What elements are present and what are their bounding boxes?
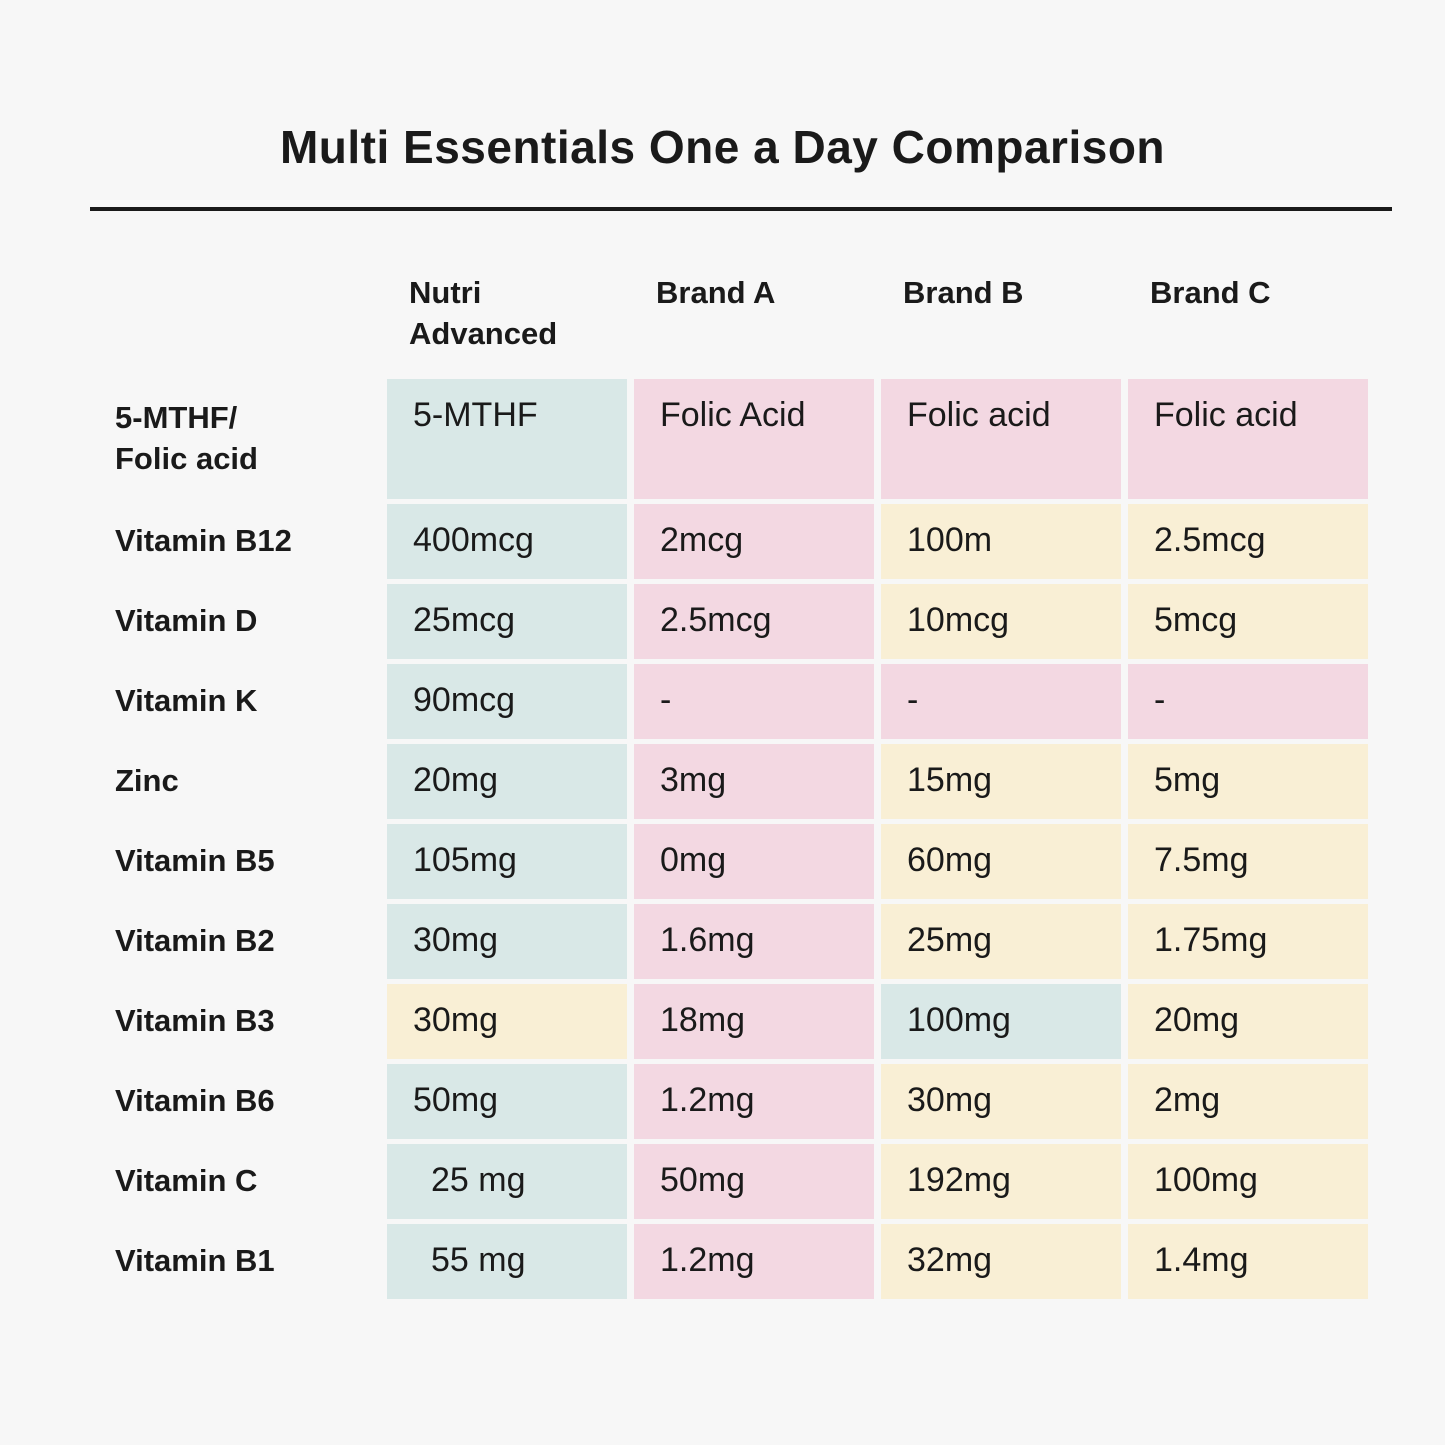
row-label-5-mthf-folic-acid: 5-MTHF/ Folic acid	[115, 400, 258, 476]
table-cell: 100mg	[881, 983, 1121, 1059]
row-label-vitamin-b5: Vitamin B5	[115, 842, 275, 878]
row-label-zinc: Zinc	[115, 762, 179, 798]
row-label-vitamin-b3: Vitamin B3	[115, 1002, 275, 1038]
table-cell: 1.4mg	[1128, 1223, 1368, 1299]
row-label-vitamin-b2: Vitamin B2	[115, 922, 275, 958]
table-corner-spacer	[115, 268, 380, 374]
table-cell: 20mg	[1128, 983, 1368, 1059]
table-cell: 3mg	[634, 743, 874, 819]
table-cell: 1.6mg	[634, 903, 874, 979]
table-cell: -	[634, 663, 874, 739]
comparison-table: Nutri Advanced Brand A Brand B Brand C 5-MTH…	[115, 268, 1368, 1299]
row-label-vitamin-k: Vitamin K	[115, 682, 258, 718]
table-cell: Folic Acid	[634, 378, 874, 499]
table-cell: -	[881, 663, 1121, 739]
table-cell: 2mg	[1128, 1063, 1368, 1139]
table-cell: 1.2mg	[634, 1223, 874, 1299]
row-label-vitamin-b12: Vitamin B12	[115, 522, 292, 558]
table-cell: -	[1128, 663, 1368, 739]
table-cell: 30mg	[387, 983, 627, 1059]
table-cell: 5mg	[1128, 743, 1368, 819]
table-cell: Folic acid	[1128, 378, 1368, 499]
column-header-brand-c: Brand C	[1150, 274, 1271, 310]
table-cell: 25mcg	[387, 583, 627, 659]
table-cell: 25 mg	[387, 1143, 627, 1219]
table-cell: 2mcg	[634, 503, 874, 579]
table-cell: 100mg	[1128, 1143, 1368, 1219]
row-label-vitamin-b1: Vitamin B1	[115, 1242, 275, 1278]
table-cell: 20mg	[387, 743, 627, 819]
table-cell: 1.75mg	[1128, 903, 1368, 979]
table-cell: 50mg	[634, 1143, 874, 1219]
row-label-vitamin-c: Vitamin C	[115, 1162, 258, 1198]
table-cell: 400mcg	[387, 503, 627, 579]
table-cell: 5-MTHF	[387, 378, 627, 499]
table-cell: 25mg	[881, 903, 1121, 979]
table-cell: 50mg	[387, 1063, 627, 1139]
table-cell: 60mg	[881, 823, 1121, 899]
table-cell: 1.2mg	[634, 1063, 874, 1139]
table-cell: 192mg	[881, 1143, 1121, 1219]
column-header-nutri-advanced: Nutri Advanced	[409, 274, 558, 352]
row-label-vitamin-b6: Vitamin B6	[115, 1082, 275, 1118]
table-cell: 30mg	[881, 1063, 1121, 1139]
table-cell: 15mg	[881, 743, 1121, 819]
column-header-brand-b: Brand B	[903, 274, 1024, 310]
table-cell: 105mg	[387, 823, 627, 899]
table-cell: 2.5mcg	[1128, 503, 1368, 579]
row-label-vitamin-d: Vitamin D	[115, 602, 258, 638]
table-cell: 10mcg	[881, 583, 1121, 659]
table-cell: 90mcg	[387, 663, 627, 739]
column-header-brand-a: Brand A	[656, 274, 776, 310]
table-cell: 7.5mg	[1128, 823, 1368, 899]
table-cell: 30mg	[387, 903, 627, 979]
table-cell: Folic acid	[881, 378, 1121, 499]
table-cell: 100m	[881, 503, 1121, 579]
table-cell: 55 mg	[387, 1223, 627, 1299]
page-title: Multi Essentials One a Day Comparison	[279, 121, 1166, 173]
table-cell: 2.5mcg	[634, 583, 874, 659]
table-cell: 32mg	[881, 1223, 1121, 1299]
table-cell: 5mcg	[1128, 583, 1368, 659]
table-cell: 18mg	[634, 983, 874, 1059]
table-cell: 0mg	[634, 823, 874, 899]
title-divider-rule	[90, 206, 1392, 211]
